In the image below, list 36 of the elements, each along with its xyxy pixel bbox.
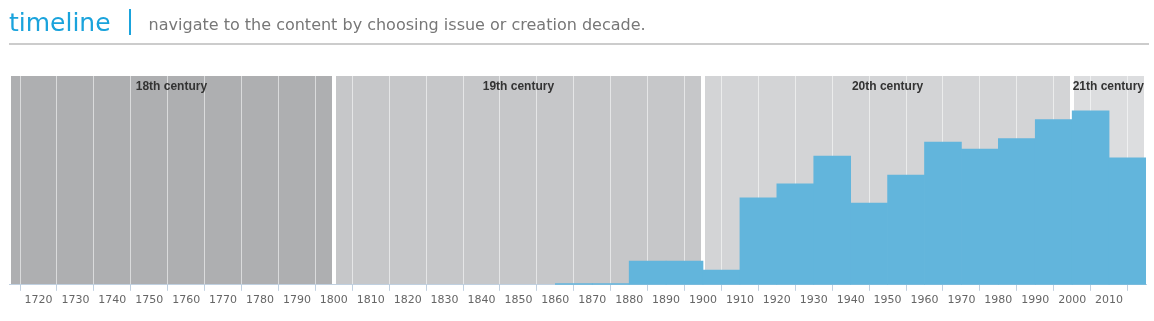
chart-subtitle: navigate to the content by choosing issue or creation decade. xyxy=(148,14,646,34)
x-tick-label: 1820 xyxy=(393,293,422,307)
x-tick-label: 1850 xyxy=(504,293,533,307)
x-tick-label: 1830 xyxy=(430,293,459,307)
x-tick-label: 1720 xyxy=(24,293,53,307)
x-tick-label: 1980 xyxy=(984,293,1013,307)
x-tick-label: 1780 xyxy=(246,293,275,307)
x-tick-label: 1740 xyxy=(98,293,127,307)
x-tick-label: 1810 xyxy=(356,293,385,307)
band-label: 19th century xyxy=(482,79,555,94)
x-tick-label: 1840 xyxy=(467,293,496,307)
chart-title: timeline xyxy=(9,7,111,37)
x-tick-label: 1890 xyxy=(652,293,681,307)
x-tick-label: 1950 xyxy=(873,293,902,307)
x-tick-label: 1910 xyxy=(725,293,754,307)
x-tick-label: 1930 xyxy=(799,293,828,307)
x-tick-label: 1870 xyxy=(578,293,607,307)
x-tick-label: 1920 xyxy=(762,293,791,307)
band-label: 20th century xyxy=(851,79,924,94)
x-tick-label: 1750 xyxy=(135,293,164,307)
x-tick-label: 1800 xyxy=(319,293,348,307)
x-tick-label: 1730 xyxy=(61,293,90,307)
x-tick-label: 1760 xyxy=(172,293,201,307)
x-tick-label: 2000 xyxy=(1058,293,1087,307)
x-tick-label: 1900 xyxy=(689,293,718,307)
band-label: 18th century xyxy=(135,79,208,94)
x-tick-label: 2010 xyxy=(1095,293,1124,307)
x-tick-label: 1970 xyxy=(947,293,976,307)
x-tick-label: 1990 xyxy=(1021,293,1050,307)
x-tick-label: 1790 xyxy=(282,293,311,307)
x-tick-label: 1860 xyxy=(541,293,570,307)
x-tick-label: 1880 xyxy=(615,293,644,307)
x-tick-label: 1960 xyxy=(910,293,939,307)
band-label: 21th century xyxy=(1072,79,1145,94)
x-tick-label: 1940 xyxy=(836,293,865,307)
x-tick-label: 1770 xyxy=(209,293,238,307)
